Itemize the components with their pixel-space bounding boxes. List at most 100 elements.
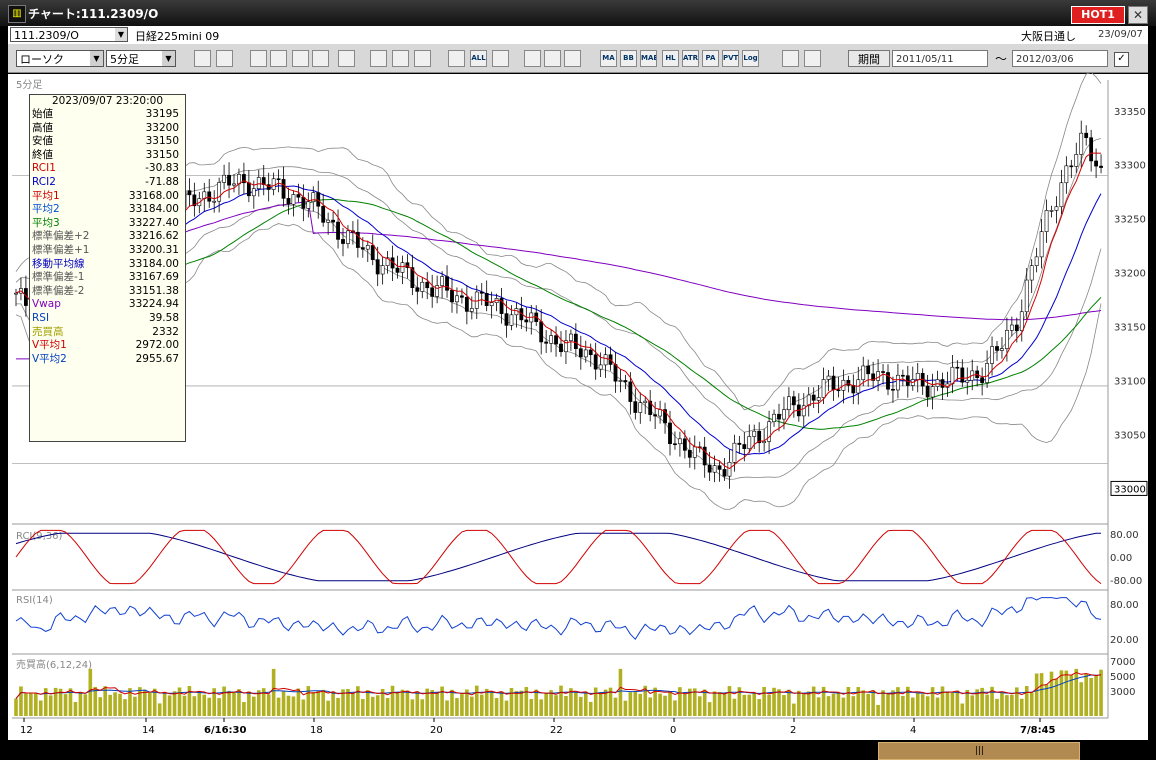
candle-body: [425, 281, 430, 289]
chevron-down-icon[interactable]: ▼: [162, 51, 175, 66]
pointer-down-icon[interactable]: [250, 50, 267, 67]
volume-bar: [1019, 698, 1024, 716]
all-icon[interactable]: [492, 50, 509, 67]
info-row-value: 33151.38: [128, 284, 179, 297]
symbol-combo[interactable]: 111.2309/O ▼: [10, 27, 128, 42]
ma-icon[interactable]: BB: [620, 50, 637, 67]
atr-icon[interactable]: PA RA: [702, 50, 719, 67]
wm-icon[interactable]: MA: [600, 50, 617, 67]
zoom-icon[interactable]: [194, 50, 211, 67]
volume-bar: [995, 698, 999, 716]
volume-bar: [886, 694, 890, 716]
pvt-icon[interactable]: Log: [742, 50, 759, 67]
volume-bar: [172, 691, 177, 716]
candle-body: [757, 430, 762, 444]
period-checkbox[interactable]: ✓: [1114, 52, 1129, 67]
volume-bar: [688, 688, 692, 716]
candle-body: [341, 239, 345, 244]
volume-bar: [380, 688, 385, 716]
volume-bar: [232, 691, 236, 716]
chevron-down-icon[interactable]: ▼: [115, 28, 127, 41]
date-to-value: 2012/03/06: [1016, 54, 1074, 65]
log-icon[interactable]: [782, 50, 799, 67]
volume-bar: [38, 700, 43, 716]
compare-icon[interactable]: [312, 50, 329, 67]
volume-bar: [108, 694, 112, 716]
time-scrollbar[interactable]: |||: [8, 740, 1148, 760]
chart-type-select[interactable]: ローソク ▼: [16, 50, 104, 67]
volume-bar: [707, 702, 712, 716]
ma1-line: [15, 152, 1102, 470]
magnify-icon[interactable]: [270, 50, 287, 67]
date-from-field[interactable]: 2011/05/11: [892, 50, 988, 67]
candle-body: [380, 265, 385, 275]
chart-area[interactable]: [8, 74, 1148, 740]
volume-bar: [797, 690, 801, 716]
crosshair-icon[interactable]: [216, 50, 233, 67]
vol-ma2-line: [15, 674, 1102, 699]
volume-bar: [143, 689, 147, 716]
volume-bar: [514, 691, 519, 716]
close-button[interactable]: ✕: [1128, 6, 1148, 24]
volume-bar: [692, 688, 697, 716]
candle-body: [569, 333, 573, 341]
period-button[interactable]: 期間: [848, 50, 890, 67]
interval-select[interactable]: 5分足 ▼: [106, 50, 176, 67]
bb-icon[interactable]: MAE: [640, 50, 657, 67]
bar-icon[interactable]: [292, 50, 309, 67]
color-icon[interactable]: [544, 50, 561, 67]
volume-bar: [435, 691, 439, 716]
current-price-box: [1110, 480, 1148, 496]
volume-bar: [19, 686, 23, 716]
sub2-icon[interactable]: ALL: [470, 50, 487, 67]
rsi-tick-label: 80.00: [1110, 600, 1139, 611]
candle-body: [618, 380, 623, 382]
hl-icon[interactable]: ATR: [682, 50, 699, 67]
volume-bar: [103, 686, 107, 716]
volume-bar: [564, 696, 568, 716]
pen-icon[interactable]: [370, 50, 387, 67]
save-icon[interactable]: [804, 50, 821, 67]
candle-body: [276, 178, 281, 181]
date-to-field[interactable]: 2012/03/06: [1012, 50, 1108, 67]
candle-body: [881, 371, 885, 373]
scrollbar-thumb[interactable]: |||: [878, 742, 1080, 760]
candle-body: [1009, 324, 1014, 331]
volume-bar: [128, 688, 132, 716]
volume-bar: [98, 697, 103, 716]
volume-bar: [341, 689, 345, 716]
volume-bar: [385, 698, 390, 716]
bollinger-upper2: [15, 71, 1102, 411]
info-row-value: 33216.62: [128, 230, 179, 243]
sub1-icon[interactable]: [448, 50, 465, 67]
candle-body: [1049, 210, 1054, 212]
volume-bar: [474, 685, 479, 716]
hot1-button[interactable]: HOT1: [1071, 6, 1125, 24]
volume-bar: [138, 687, 142, 716]
alert-icon[interactable]: [338, 50, 355, 67]
candle-body: [1099, 165, 1103, 168]
volume-bar: [58, 688, 63, 716]
candle-body: [638, 402, 643, 413]
candle-body: [296, 194, 301, 198]
cursor-icon[interactable]: [392, 50, 409, 67]
info-row-label: 始値: [32, 108, 53, 120]
volume-bar: [1094, 675, 1098, 716]
volume-bar: [648, 697, 652, 716]
candle-body: [628, 381, 633, 402]
volume-bar: [1039, 673, 1044, 716]
volume-bar: [316, 690, 321, 716]
palette-icon[interactable]: [564, 50, 581, 67]
erase-icon[interactable]: [414, 50, 431, 67]
para-icon[interactable]: PVT: [722, 50, 739, 67]
info-row-label: 標準偏差-2: [32, 284, 85, 297]
mae-icon[interactable]: HL: [662, 50, 679, 67]
main-pane-label: 5分足: [16, 79, 42, 91]
volume-bar: [286, 695, 291, 716]
chevron-down-icon[interactable]: ▼: [90, 51, 103, 66]
volume-bar: [479, 694, 484, 716]
volume-bar: [509, 687, 514, 716]
grid-icon[interactable]: [524, 50, 541, 67]
volume-bar: [1034, 673, 1039, 716]
volume-bar: [470, 696, 474, 716]
